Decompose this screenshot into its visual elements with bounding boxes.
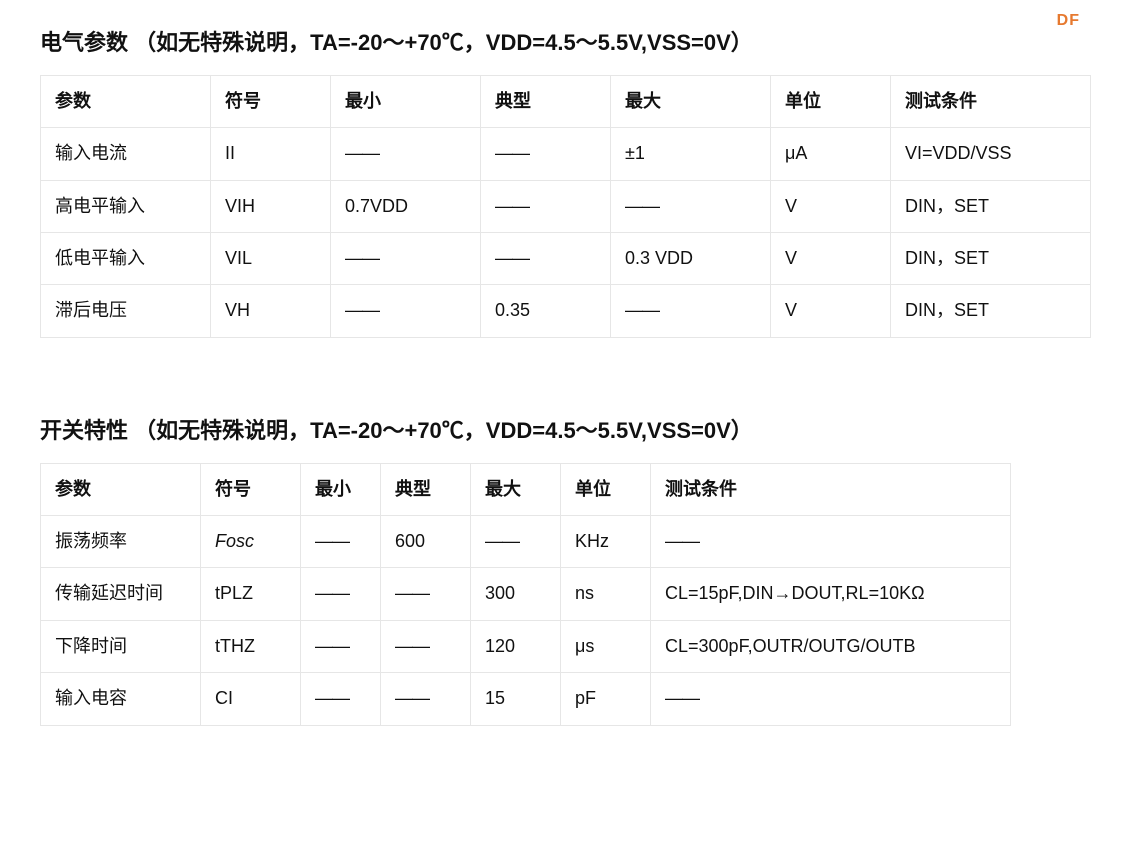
table-cell: tTHZ [201,620,301,672]
table-cell: —— [481,180,611,232]
table-cell: ns [561,568,651,620]
table-cell: —— [651,515,1011,567]
table-cell: pF [561,673,651,725]
table-cell: 0.35 [481,285,611,337]
table-cell: 300 [471,568,561,620]
table-cell: —— [301,673,381,725]
table-row: 振荡频率Fosc——600——KHz—— [41,515,1011,567]
column-header: 测试条件 [891,75,1091,127]
table-cell: —— [331,285,481,337]
table-cell: VH [211,285,331,337]
table-cell: 传输延迟时间 [41,568,201,620]
table-header-row: 参数符号最小典型最大单位测试条件 [41,75,1091,127]
column-header: 测试条件 [651,463,1011,515]
table-cell: —— [381,568,471,620]
column-header: 符号 [211,75,331,127]
section1-paren: （如无特殊说明，TA=-20～+70℃，VDD=4.5～5.5V,VSS=0V） [134,30,753,55]
table-cell: CI [201,673,301,725]
column-header: 参数 [41,75,211,127]
table-row: 高电平输入VIH0.7VDD————VDIN，SET [41,180,1091,232]
table-cell: 0.3 VDD [611,232,771,284]
table-cell: —— [611,285,771,337]
table-cell: VIH [211,180,331,232]
table-cell: 高电平输入 [41,180,211,232]
table-cell: 15 [471,673,561,725]
table-cell: 滞后电压 [41,285,211,337]
table-cell: —— [331,232,481,284]
switching-characteristics-table: 参数符号最小典型最大单位测试条件 振荡频率Fosc——600——KHz——传输延… [40,463,1011,726]
brand-badge: DF [1057,12,1080,30]
table-cell: —— [471,515,561,567]
table-cell: Fosc [201,515,301,567]
table-cell: —— [301,568,381,620]
table-cell: tPLZ [201,568,301,620]
column-header: 典型 [481,75,611,127]
table-cell: —— [301,620,381,672]
table-cell: 输入电流 [41,128,211,180]
table-cell: 600 [381,515,471,567]
column-header: 典型 [381,463,471,515]
table-cell: V [771,232,891,284]
table-cell: VI=VDD/VSS [891,128,1091,180]
table-cell: —— [481,128,611,180]
section2-lead: 开关特性 [40,418,128,443]
table-cell: ±1 [611,128,771,180]
table-row: 低电平输入VIL————0.3 VDDVDIN，SET [41,232,1091,284]
table-cell: DIN，SET [891,232,1091,284]
column-header: 单位 [771,75,891,127]
column-header: 单位 [561,463,651,515]
table-cell: —— [381,673,471,725]
column-header: 最小 [331,75,481,127]
table-cell: KHz [561,515,651,567]
column-header: 最小 [301,463,381,515]
table-cell: CL=300pF,OUTR/OUTG/OUTB [651,620,1011,672]
table-cell: 120 [471,620,561,672]
table-cell: CL=15pF,DIN→DOUT,RL=10KΩ [651,568,1011,620]
table-header-row: 参数符号最小典型最大单位测试条件 [41,463,1011,515]
section2-paren: （如无特殊说明，TA=-20～+70℃，VDD=4.5～5.5V,VSS=0V） [134,418,753,443]
table-cell: —— [381,620,471,672]
table-cell: 0.7VDD [331,180,481,232]
column-header: 最大 [611,75,771,127]
table-row: 下降时间tTHZ————120μsCL=300pF,OUTR/OUTG/OUTB [41,620,1011,672]
table-cell: —— [331,128,481,180]
section1-lead: 电气参数 [40,30,128,55]
section1-title: 电气参数 （如无特殊说明，TA=-20～+70℃，VDD=4.5～5.5V,VS… [40,28,1100,59]
table-row: 输入电容CI————15pF—— [41,673,1011,725]
electrical-params-table: 参数符号最小典型最大单位测试条件 输入电流II————±1μAVI=VDD/VS… [40,75,1091,338]
table-cell: μA [771,128,891,180]
table-row: 滞后电压VH——0.35——VDIN，SET [41,285,1091,337]
table-row: 输入电流II————±1μAVI=VDD/VSS [41,128,1091,180]
table-cell: —— [651,673,1011,725]
table-cell: —— [301,515,381,567]
table-cell: VIL [211,232,331,284]
table-cell: 输入电容 [41,673,201,725]
table-cell: —— [481,232,611,284]
table-cell: II [211,128,331,180]
table-cell: 低电平输入 [41,232,211,284]
table-cell: μs [561,620,651,672]
section2-title: 开关特性 （如无特殊说明，TA=-20～+70℃，VDD=4.5～5.5V,VS… [40,416,1100,447]
column-header: 最大 [471,463,561,515]
table-row: 传输延迟时间tPLZ————300nsCL=15pF,DIN→DOUT,RL=1… [41,568,1011,620]
table-cell: —— [611,180,771,232]
table-cell: 下降时间 [41,620,201,672]
table-cell: V [771,180,891,232]
table-cell: DIN，SET [891,285,1091,337]
page: DF 电气参数 （如无特殊说明，TA=-20～+70℃，VDD=4.5～5.5V… [0,0,1140,864]
column-header: 参数 [41,463,201,515]
table-cell: 振荡频率 [41,515,201,567]
table-cell: V [771,285,891,337]
table-cell: DIN，SET [891,180,1091,232]
column-header: 符号 [201,463,301,515]
